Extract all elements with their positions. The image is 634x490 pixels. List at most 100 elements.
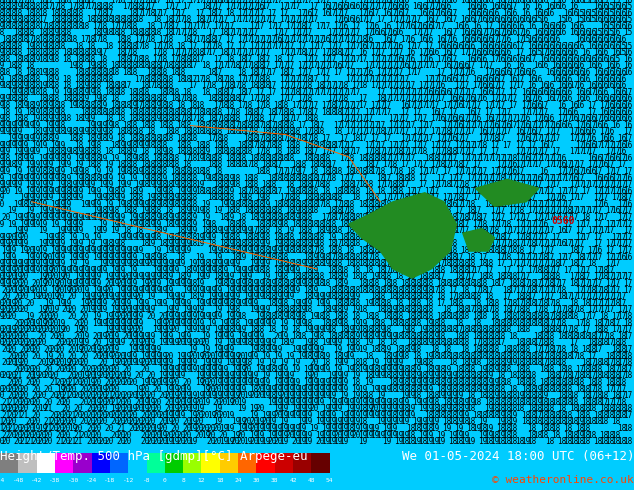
Text: 19: 19 [460, 431, 470, 440]
Text: 17: 17 [225, 0, 234, 4]
Text: 16: 16 [521, 114, 530, 123]
Text: 19: 19 [279, 246, 288, 255]
Text: 17: 17 [460, 220, 470, 229]
Text: 16: 16 [333, 2, 343, 11]
Text: 19: 19 [225, 180, 234, 189]
Text: 20: 20 [92, 378, 101, 387]
Text: 18: 18 [176, 272, 186, 281]
Text: 18: 18 [315, 180, 325, 189]
Text: 17: 17 [158, 9, 167, 18]
Text: 18: 18 [56, 15, 65, 24]
Text: 17: 17 [358, 220, 367, 229]
Text: 17: 17 [176, 95, 186, 103]
Text: 18: 18 [213, 141, 222, 149]
Text: 18: 18 [340, 292, 349, 301]
Text: 18: 18 [152, 141, 162, 149]
Text: 17: 17 [599, 213, 609, 222]
Text: 16: 16 [527, 48, 536, 57]
Text: 17: 17 [328, 9, 337, 18]
Text: 19: 19 [400, 325, 409, 334]
Text: 19: 19 [146, 339, 155, 347]
Text: 16: 16 [623, 108, 633, 117]
Text: 19: 19 [8, 88, 16, 97]
Text: 17: 17 [346, 48, 355, 57]
Text: 18: 18 [442, 147, 451, 156]
Text: 16: 16 [400, 101, 409, 110]
Text: 18: 18 [285, 180, 294, 189]
Text: 19: 19 [406, 404, 415, 413]
Text: 17: 17 [527, 259, 536, 268]
Text: 18: 18 [61, 28, 71, 37]
Text: 20: 20 [25, 365, 35, 374]
Text: 19: 19 [291, 404, 301, 413]
Text: 18: 18 [249, 187, 258, 196]
Text: 16: 16 [618, 187, 626, 196]
Text: 17: 17 [467, 101, 476, 110]
Text: 18: 18 [146, 160, 155, 170]
Text: 20: 20 [249, 424, 258, 433]
Text: 19: 19 [1, 121, 11, 130]
Text: 18: 18 [436, 160, 446, 170]
Text: 19: 19 [424, 398, 433, 407]
Text: 18: 18 [25, 101, 35, 110]
Text: 18: 18 [376, 213, 385, 222]
Text: 16: 16 [623, 154, 633, 163]
Text: 18: 18 [134, 61, 143, 71]
Text: 20: 20 [44, 398, 53, 407]
Text: 18: 18 [484, 272, 494, 281]
Text: 18: 18 [176, 206, 186, 216]
Text: 19: 19 [219, 371, 228, 380]
Text: 17: 17 [539, 292, 548, 301]
Text: 17: 17 [557, 259, 566, 268]
Text: 18: 18 [183, 220, 192, 229]
Text: 18: 18 [333, 108, 343, 117]
Text: 16: 16 [508, 28, 518, 37]
Text: 16: 16 [539, 35, 548, 44]
Text: 18: 18 [134, 134, 143, 143]
Text: 18: 18 [515, 318, 524, 328]
Text: 19: 19 [249, 378, 258, 387]
Text: 17: 17 [496, 180, 506, 189]
Text: 19: 19 [249, 431, 258, 440]
Text: 17: 17 [448, 180, 458, 189]
Text: 18: 18 [303, 173, 313, 182]
Text: 17: 17 [273, 22, 282, 31]
Text: 18: 18 [158, 114, 167, 123]
Text: 18: 18 [618, 378, 626, 387]
Text: 19: 19 [225, 246, 234, 255]
Text: 19: 19 [140, 272, 150, 281]
Text: 19: 19 [291, 167, 301, 176]
Text: 17: 17 [605, 358, 614, 367]
Text: 18: 18 [1, 0, 11, 4]
Text: 18: 18 [80, 0, 89, 4]
Text: 17: 17 [484, 101, 494, 110]
Text: 19: 19 [140, 200, 150, 209]
Text: 16: 16 [400, 61, 409, 71]
Text: 19: 19 [340, 398, 349, 407]
Text: 16: 16 [539, 55, 548, 64]
Text: 18: 18 [400, 318, 409, 328]
Text: 18: 18 [32, 15, 41, 24]
Text: 19: 19 [0, 48, 4, 57]
Text: 18: 18 [80, 147, 89, 156]
Text: 15: 15 [587, 9, 597, 18]
Text: 20: 20 [37, 437, 47, 446]
Text: 18: 18 [551, 431, 560, 440]
Text: 17: 17 [352, 101, 361, 110]
Text: 17: 17 [176, 9, 186, 18]
Text: 16: 16 [533, 95, 542, 103]
Text: 18: 18 [128, 88, 138, 97]
Text: 19: 19 [412, 378, 421, 387]
Text: 19: 19 [152, 180, 162, 189]
Text: 18: 18 [74, 15, 83, 24]
Text: 18: 18 [460, 365, 470, 374]
Text: 17: 17 [545, 253, 554, 262]
Text: 16: 16 [563, 42, 573, 50]
Text: 18: 18 [61, 48, 71, 57]
Text: 18: 18 [581, 371, 590, 380]
Text: 19: 19 [122, 292, 131, 301]
Text: 19: 19 [309, 325, 319, 334]
Text: 19: 19 [80, 279, 89, 288]
Text: 20: 20 [13, 365, 23, 374]
Text: 17: 17 [533, 286, 542, 294]
